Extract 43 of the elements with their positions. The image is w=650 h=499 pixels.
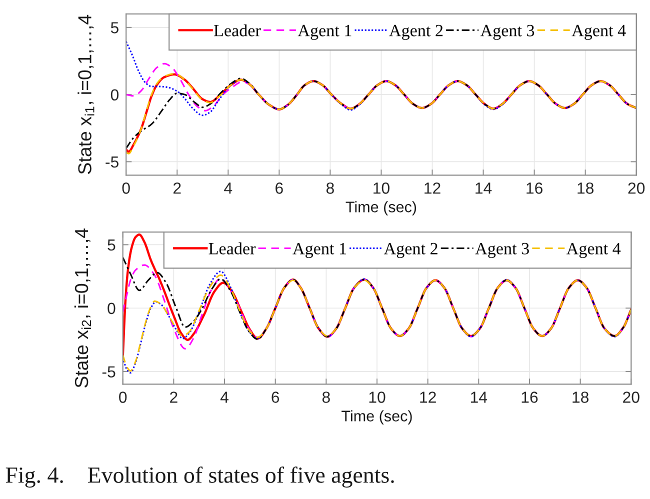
x-tick-label: 2: [170, 392, 178, 403]
y-tick-label: -5: [102, 366, 116, 378]
y-tick-label: 0: [110, 89, 119, 101]
x-tick-label: 14: [470, 392, 488, 403]
x-tick-label: 18: [572, 392, 589, 403]
x-tick-label: 14: [476, 182, 492, 194]
x-tick-label: 6: [272, 392, 280, 403]
legend-label: Agent 2: [389, 24, 443, 40]
legend-label: Agent 1: [298, 24, 352, 40]
x-tick-label: 10: [369, 392, 386, 403]
legend-label: Agent 3: [480, 24, 534, 40]
legend-label: Agent 1: [292, 242, 346, 258]
x-tick-label: 8: [322, 392, 330, 403]
x-tick-label: 0: [122, 182, 130, 194]
y-tick-label: 5: [110, 22, 118, 34]
legend-label: Agent 4: [566, 242, 621, 258]
caption: Fig. 4. Evolution of states of five agents.: [6, 466, 394, 488]
y-tick-label: 5: [108, 240, 116, 251]
x-tick-label: 16: [522, 392, 538, 403]
x-tick-label: 2: [173, 182, 181, 194]
legend-label: Agent 4: [572, 24, 626, 40]
x-tick-label: 20: [628, 182, 645, 194]
y-tick-label: 0: [108, 302, 116, 314]
x-tick-label: 12: [424, 182, 440, 194]
x-tick-label: 10: [374, 182, 390, 194]
legend-label: Agent 3: [475, 242, 529, 258]
y-tick-label: -5: [106, 156, 118, 168]
y-axis-title: State x$_{i1}$, i=0,1,…,4: [78, 14, 94, 174]
x-tick-label: 4: [224, 182, 232, 194]
x-axis-title: Time (sec): [342, 410, 412, 424]
x-tick-label: 20: [623, 392, 640, 403]
x-axis-title: Time (sec): [346, 201, 416, 216]
x-tick-label: 4: [220, 392, 228, 403]
x-tick-label: 18: [578, 182, 594, 194]
x-tick-label: 12: [420, 392, 436, 403]
legend-label: Leader: [214, 24, 261, 36]
legend-label: Agent 2: [384, 242, 438, 258]
x-tick-label: 0: [119, 392, 127, 403]
x-tick-label: 8: [326, 182, 334, 194]
x-tick-label: 6: [276, 182, 283, 194]
y-axis-title: State x$_{i2}$, i=0,1,…,4: [74, 228, 91, 388]
legend-label: Leader: [208, 242, 256, 254]
x-tick-label: 16: [526, 182, 542, 194]
